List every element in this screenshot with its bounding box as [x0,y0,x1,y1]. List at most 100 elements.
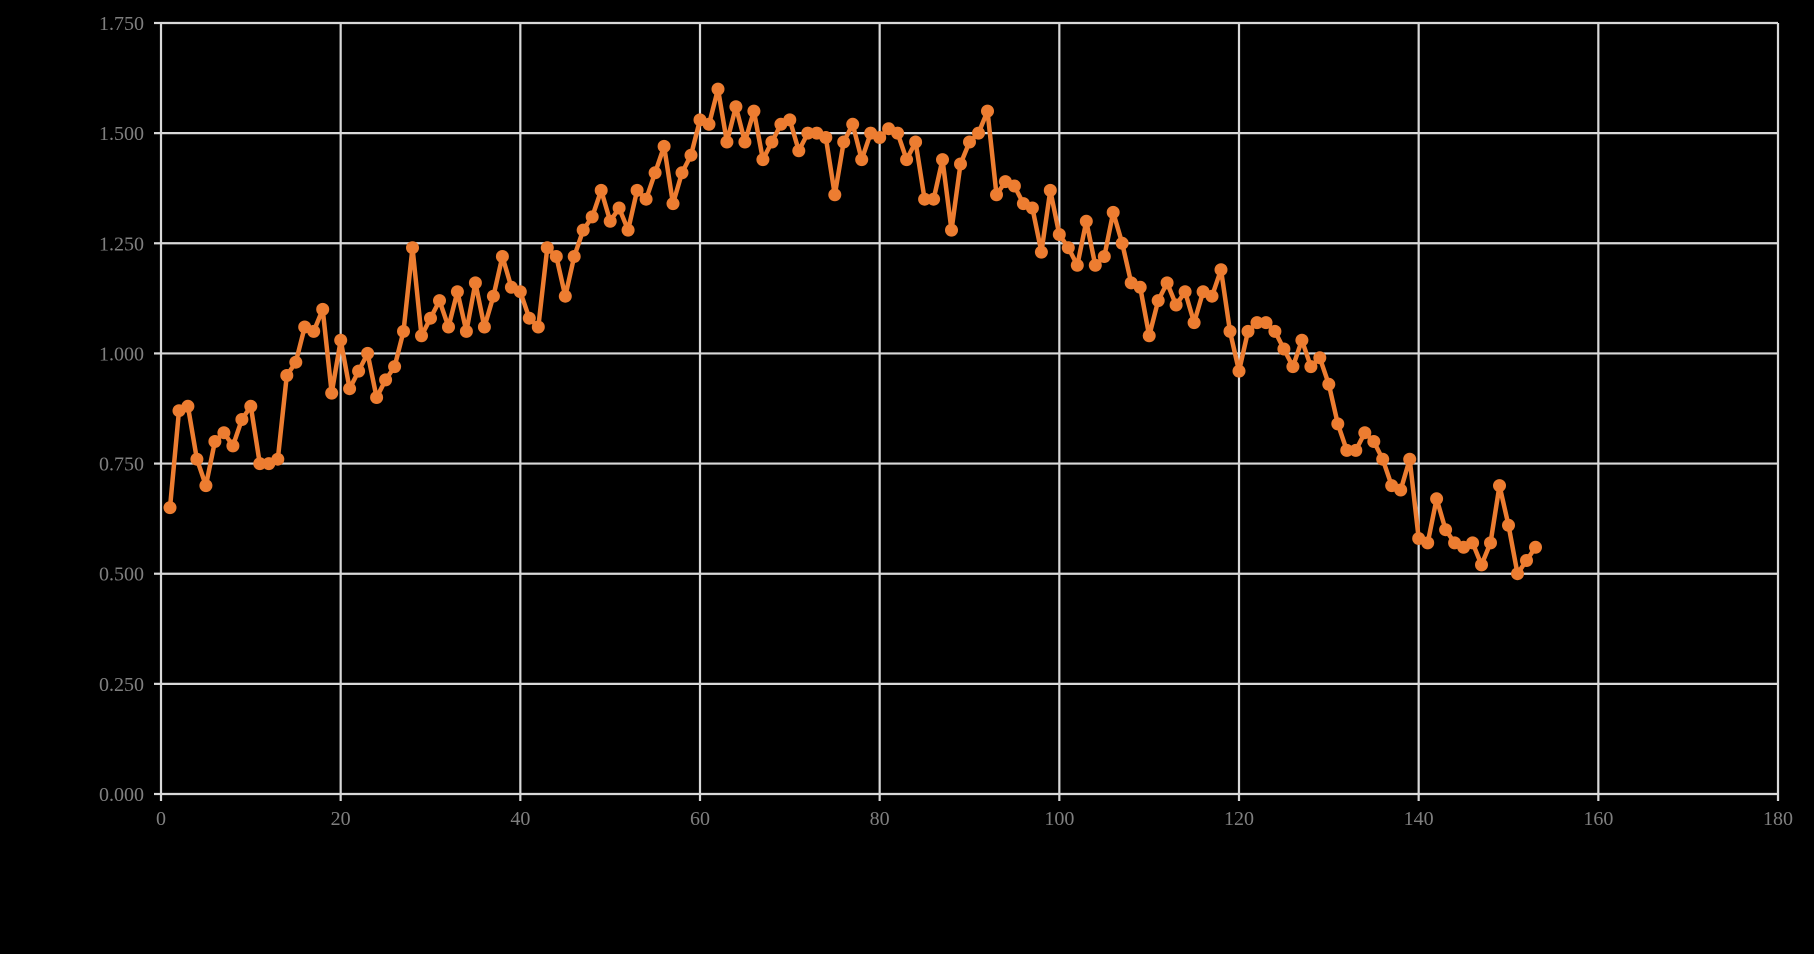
x-tick-label: 80 [870,808,890,830]
data-point [1106,205,1120,219]
data-point [963,135,976,149]
data-point [495,250,509,263]
data-point [1295,333,1309,347]
data-point [208,435,222,448]
data-point [1223,324,1237,338]
data-point [981,104,994,118]
data-point [783,113,797,127]
data-point [567,250,581,263]
data-point [918,192,932,206]
data-point [406,241,419,255]
data-point [1331,417,1345,431]
data-point [1088,258,1102,272]
data-point [819,131,833,144]
y-tick-label: 0.250 [99,674,144,696]
data-point [1367,435,1381,448]
data-point [1358,426,1372,440]
data-point [558,289,572,303]
data-point [540,241,554,255]
data-point [711,82,725,96]
y-tick-label: 0.000 [99,784,144,806]
data-point [253,457,267,471]
data-point [352,364,366,378]
data-point [720,135,734,149]
data-point [1097,250,1111,263]
data-point [433,294,446,308]
data-point [621,223,635,237]
data-point [1502,518,1515,532]
data-point [1376,452,1390,466]
data-point [235,413,249,426]
data-point [738,135,752,149]
x-tick-label: 180 [1763,808,1793,830]
data-point [199,479,213,493]
x-tick-label: 20 [331,808,351,830]
data-point [765,135,779,149]
data-point [1304,360,1318,374]
data-point [477,320,491,334]
data-point [576,223,590,237]
data-point [226,439,240,453]
data-point [379,373,393,387]
data-point [316,302,330,316]
data-point [343,382,357,396]
data-point [828,188,842,202]
data-point [1052,228,1066,241]
data-point [1034,245,1048,259]
data-point [361,346,375,360]
data-point [1043,183,1057,197]
data-point [846,117,860,131]
data-point [1286,360,1300,374]
data-point [747,104,761,118]
x-tick-label: 60 [690,808,710,830]
data-point [1493,479,1506,493]
data-point [1250,316,1264,330]
data-point [513,285,527,299]
data-point [1349,443,1363,457]
data-point [675,166,689,180]
data-point [1313,351,1327,365]
y-tick-label: 1.000 [99,343,144,365]
data-point [891,126,905,140]
data-point [792,144,806,158]
data-point [1070,258,1084,272]
data-point [1484,536,1497,550]
data-point [900,153,914,167]
data-point [1259,316,1273,330]
data-point [190,452,204,466]
data-point [909,135,923,149]
data-point [1340,443,1354,457]
data-point [1025,201,1039,215]
data-point [702,117,716,131]
data-point [873,131,887,144]
data-point [280,369,294,382]
data-point [522,311,536,325]
data-point [1475,558,1488,572]
data-point [217,426,231,440]
data-point [1205,289,1219,303]
data-point [181,399,195,413]
data-point [1079,214,1093,228]
x-tick-label: 120 [1224,808,1254,830]
data-point [1520,554,1533,567]
data-point [1151,294,1165,308]
data-point [1277,342,1291,356]
data-point [954,157,967,171]
data-point [1232,364,1246,378]
data-point [1322,377,1336,391]
x-tick-label: 0 [156,808,166,830]
data-point [612,201,626,215]
data-point [729,100,743,114]
data-point [1178,285,1192,299]
data-point [1430,492,1444,506]
data-point [415,329,428,343]
data-point [756,153,770,167]
data-point [1421,536,1435,550]
x-tick-label: 100 [1044,808,1074,830]
y-tick-label: 1.750 [99,13,144,35]
data-point [289,355,303,369]
data-point [1061,241,1075,255]
data-point [1169,298,1183,312]
